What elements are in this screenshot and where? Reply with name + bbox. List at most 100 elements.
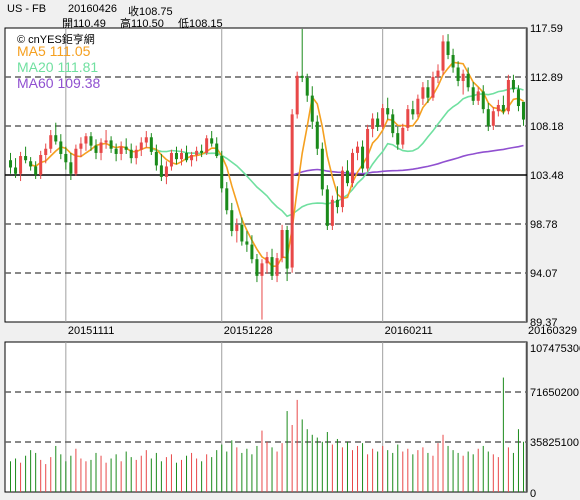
candle-down xyxy=(174,152,178,160)
candle-down xyxy=(200,150,204,153)
candle-down xyxy=(215,143,219,157)
candle-down xyxy=(345,170,349,184)
candle-down xyxy=(255,259,259,276)
candle-down xyxy=(250,244,254,260)
candle-down xyxy=(54,135,58,142)
candle-down xyxy=(14,167,18,174)
candle-down xyxy=(124,146,128,150)
candle-up xyxy=(84,136,88,144)
candle-down xyxy=(59,141,63,154)
candle-down xyxy=(34,166,38,175)
candle-down xyxy=(220,156,224,189)
candle-up xyxy=(99,142,103,153)
y-tick-label: 117.59 xyxy=(530,23,563,35)
candle-down xyxy=(185,152,189,161)
candle-down xyxy=(376,118,380,127)
candle-down xyxy=(129,149,133,159)
candle-up xyxy=(144,137,148,143)
candle-down xyxy=(159,165,163,177)
legend-ma60: MA60 109.38 xyxy=(17,75,101,91)
candle-up xyxy=(235,224,239,232)
candle-down xyxy=(481,91,485,110)
candle-down xyxy=(270,257,274,276)
candle-up xyxy=(104,140,108,143)
candle-down xyxy=(501,104,505,112)
candle-down xyxy=(521,101,525,120)
volume-y-tick-label: 35825100 xyxy=(530,437,579,449)
candle-up xyxy=(416,98,420,115)
candle-up xyxy=(169,152,173,167)
candle-up xyxy=(260,263,264,276)
candle-up xyxy=(164,166,168,177)
header-symbol: US - FB xyxy=(7,3,47,15)
volume-panel xyxy=(4,341,528,493)
candle-up xyxy=(356,146,360,153)
candle-up xyxy=(381,108,385,127)
candle-down xyxy=(114,148,118,154)
candle-down xyxy=(24,156,28,161)
candle-down xyxy=(149,137,153,152)
candle-down xyxy=(310,95,314,122)
candle-up xyxy=(340,170,344,208)
candle-up xyxy=(74,148,78,174)
candle-up xyxy=(19,156,23,174)
candle-down xyxy=(230,210,234,232)
candle-up xyxy=(366,128,370,169)
candle-down xyxy=(154,151,158,166)
y-tick-label: 103.48 xyxy=(530,170,564,182)
candle-down xyxy=(511,79,515,90)
candle-down xyxy=(69,162,73,174)
candle-down xyxy=(29,161,33,167)
candle-up xyxy=(265,257,269,264)
candle-up xyxy=(461,73,465,82)
candle-up xyxy=(441,41,445,71)
candle-up xyxy=(280,230,284,259)
candle-up xyxy=(295,75,299,115)
header-low: 低108.15 xyxy=(178,18,223,30)
candle-down xyxy=(466,73,470,88)
candle-up xyxy=(496,104,500,112)
candle-up xyxy=(119,146,123,154)
candle-up xyxy=(205,138,209,153)
candle-up xyxy=(476,91,480,101)
candle-down xyxy=(64,153,68,163)
candle-down xyxy=(210,138,214,144)
candle-down xyxy=(426,87,430,98)
candle-up xyxy=(139,142,143,150)
x-tick-label: 20160211 xyxy=(385,325,433,337)
candle-down xyxy=(89,136,93,146)
candle-down xyxy=(109,140,113,149)
candle-up xyxy=(44,148,48,155)
candle-down xyxy=(471,87,475,101)
candle-up xyxy=(421,87,425,99)
candle-down xyxy=(305,77,309,96)
header-high: 高110.50 xyxy=(120,18,164,30)
candle-up xyxy=(79,143,83,149)
candle-down xyxy=(446,41,450,55)
candle-up xyxy=(506,79,510,112)
candle-down xyxy=(486,109,490,126)
y-tick-label: 108.18 xyxy=(530,121,564,133)
x-tick-label: 20151228 xyxy=(224,325,273,337)
candle-down xyxy=(300,75,304,78)
candle-down xyxy=(411,109,415,115)
candle-up xyxy=(179,152,184,160)
candle-down xyxy=(94,145,98,153)
candle-down xyxy=(391,114,395,134)
y-tick-label: 94.07 xyxy=(530,268,558,280)
candle-down xyxy=(396,133,400,145)
header-open: 開110.49 xyxy=(62,18,106,30)
header-date: 20160426 xyxy=(68,3,117,15)
volume-y-tick-label: 107475300 xyxy=(530,343,580,355)
candle-down xyxy=(315,121,319,149)
volume-y-tick-label: 0 xyxy=(530,488,536,500)
x-tick-label: 20160329 xyxy=(528,325,577,337)
candle-down xyxy=(240,224,244,242)
candle-down xyxy=(225,188,229,211)
candle-down xyxy=(386,108,390,115)
y-tick-label: 112.89 xyxy=(530,72,563,84)
candle-up xyxy=(330,199,334,226)
candle-up xyxy=(406,109,410,128)
